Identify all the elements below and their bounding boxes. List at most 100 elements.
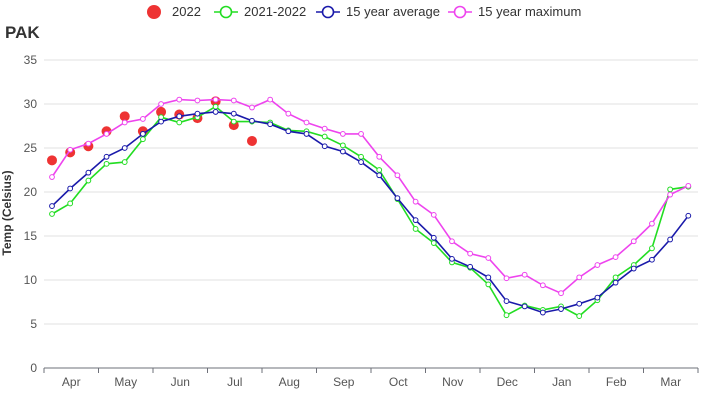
x-tick-label: Aug — [279, 375, 300, 389]
data-point — [103, 153, 110, 160]
chart-title: PAK — [5, 23, 40, 42]
data-point — [285, 110, 292, 117]
y-tick-label: 30 — [24, 97, 38, 111]
data-point — [119, 111, 130, 122]
data-point — [358, 159, 364, 165]
data-point — [156, 106, 167, 117]
data-point — [249, 104, 255, 111]
data-point — [649, 245, 655, 252]
data-point — [430, 234, 437, 241]
data-point — [485, 255, 492, 261]
x-tick-label: Oct — [389, 375, 408, 389]
legend-item[interactable]: 15 year average — [316, 4, 440, 19]
data-point — [339, 142, 346, 149]
data-point — [667, 236, 674, 243]
data-point — [49, 174, 55, 180]
series-2021-2022 — [49, 103, 692, 319]
data-point — [85, 177, 92, 184]
legend-item[interactable]: 2021-2022 — [214, 4, 306, 19]
data-point — [649, 220, 655, 227]
data-point — [321, 125, 328, 132]
legend-label: 2022 — [172, 4, 201, 19]
data-point — [630, 265, 637, 272]
data-point — [485, 274, 492, 281]
series-2022 — [47, 96, 257, 166]
data-point — [140, 131, 146, 137]
data-point — [449, 238, 455, 245]
x-tick-label: Nov — [442, 375, 463, 389]
data-point — [594, 294, 601, 301]
data-point — [503, 312, 510, 319]
data-point — [612, 254, 619, 261]
legend-item[interactable]: 2022 — [147, 4, 201, 19]
data-point — [212, 109, 219, 115]
data-point — [339, 148, 346, 155]
data-point — [649, 256, 655, 263]
data-point — [212, 96, 219, 103]
data-point — [176, 113, 183, 120]
legend-label: 15 year maximum — [478, 4, 581, 19]
data-point — [158, 118, 164, 125]
data-point — [339, 131, 346, 137]
legend-marker-icon — [321, 5, 335, 19]
data-point — [267, 121, 274, 128]
data-point — [246, 135, 257, 146]
data-point — [376, 153, 383, 160]
y-tick-label: 35 — [24, 53, 38, 67]
legend-marker-icon — [453, 5, 467, 19]
data-point — [158, 101, 164, 107]
legend-item[interactable]: 15 year maximum — [448, 4, 581, 19]
data-point — [140, 136, 146, 143]
data-point — [576, 274, 583, 281]
data-point — [612, 279, 619, 286]
data-point — [249, 117, 255, 124]
data-point — [376, 167, 383, 173]
data-point — [539, 282, 546, 289]
y-axis-label: Temp (Celsius) — [0, 170, 14, 255]
x-tick-label: Dec — [497, 375, 518, 389]
data-point — [121, 159, 128, 165]
data-point — [194, 97, 201, 104]
data-point — [47, 155, 57, 166]
data-point — [394, 195, 401, 202]
data-point — [685, 182, 692, 189]
data-point — [230, 97, 237, 104]
x-tick-label: May — [114, 375, 137, 389]
data-point — [576, 300, 583, 307]
data-point — [558, 306, 564, 312]
legend-marker-icon — [219, 5, 233, 19]
data-point — [303, 131, 310, 137]
legend[interactable]: 2022 2021-2022 15 year average 15 year maxi… — [147, 4, 581, 19]
data-point — [412, 226, 419, 232]
series-line — [51, 105, 689, 318]
data-point — [539, 309, 546, 316]
data-point — [630, 238, 637, 245]
y-tick-label: 5 — [30, 317, 37, 331]
data-point — [103, 160, 110, 167]
data-point — [321, 133, 328, 140]
legend-marker-icon — [147, 5, 161, 19]
x-tick-label: Apr — [62, 375, 81, 389]
data-point — [576, 313, 583, 319]
data-point — [85, 140, 92, 147]
x-tick-label: Sep — [333, 375, 355, 389]
x-tick-label: Feb — [606, 375, 627, 389]
data-point — [503, 298, 510, 305]
data-point — [303, 119, 310, 126]
data-point — [85, 169, 92, 176]
data-point — [430, 211, 437, 218]
x-tick-label: Mar — [660, 375, 681, 389]
data-point — [176, 96, 183, 103]
y-tick-label: 20 — [24, 185, 38, 199]
data-point — [449, 255, 455, 262]
data-point — [230, 118, 237, 125]
grid-layer — [44, 59, 698, 369]
y-tick-label: 0 — [30, 361, 37, 375]
data-point — [212, 103, 219, 110]
y-tick-label: 25 — [24, 141, 38, 155]
legend-label: 15 year average — [346, 4, 440, 19]
x-tick-label: Jan — [552, 375, 571, 389]
data-point — [230, 110, 237, 117]
series-layer — [47, 96, 692, 319]
data-point — [103, 131, 110, 137]
